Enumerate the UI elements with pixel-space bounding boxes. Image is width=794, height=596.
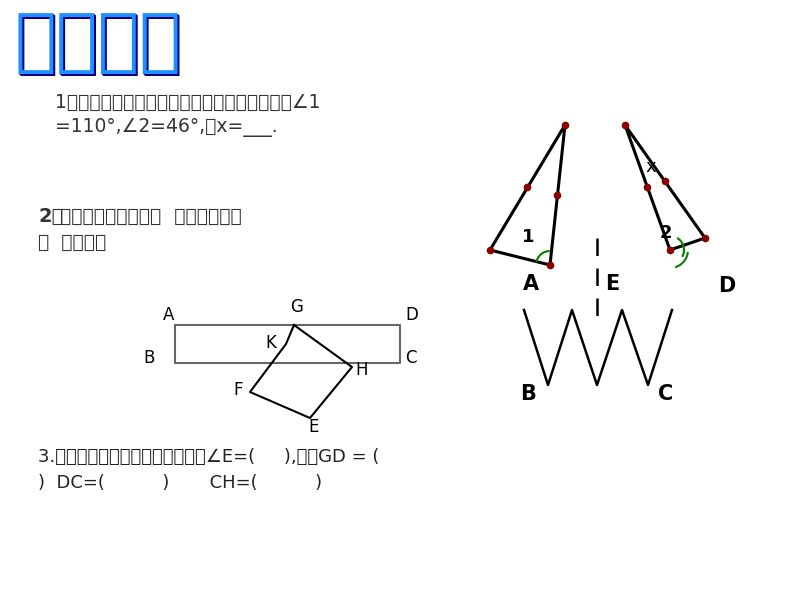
Text: 3.已知长方形按如图方式折叠，则∠E=(     ),图中GD = (: 3.已知长方形按如图方式折叠，则∠E=( ),图中GD = ( bbox=[38, 448, 380, 466]
Text: A: A bbox=[523, 274, 539, 294]
Text: 下图是轴对称图形，  相等的线段是: 下图是轴对称图形， 相等的线段是 bbox=[60, 207, 241, 226]
Text: 1: 1 bbox=[522, 228, 534, 246]
Text: 小试牛刀: 小试牛刀 bbox=[15, 9, 182, 76]
Text: C: C bbox=[658, 384, 673, 404]
Text: D: D bbox=[718, 276, 735, 296]
Text: 小试牛刀: 小试牛刀 bbox=[16, 10, 183, 77]
Text: D: D bbox=[405, 306, 418, 324]
Text: F: F bbox=[233, 381, 242, 399]
Text: ，  相等的角: ， 相等的角 bbox=[38, 233, 106, 252]
Text: G: G bbox=[290, 298, 303, 316]
Text: x: x bbox=[645, 158, 656, 176]
Text: =110°,∠2=46°,则x=___.: =110°,∠2=46°,则x=___. bbox=[55, 118, 278, 137]
Text: 小试牛刀: 小试牛刀 bbox=[17, 11, 184, 78]
Text: 2．: 2． bbox=[38, 207, 64, 226]
Text: A: A bbox=[163, 306, 175, 324]
Text: 1、如图所示的两个三角形关于某条直线对称，∠1: 1、如图所示的两个三角形关于某条直线对称，∠1 bbox=[55, 93, 321, 112]
Text: 2: 2 bbox=[660, 224, 673, 242]
Text: )  DC=(          )       CH=(          ): ) DC=( ) CH=( ) bbox=[38, 474, 322, 492]
Text: E: E bbox=[308, 418, 318, 436]
Text: E: E bbox=[605, 274, 619, 294]
Text: B: B bbox=[520, 384, 536, 404]
Text: B: B bbox=[143, 349, 154, 367]
Text: H: H bbox=[355, 361, 368, 379]
Text: C: C bbox=[405, 349, 417, 367]
Text: K: K bbox=[265, 334, 276, 352]
